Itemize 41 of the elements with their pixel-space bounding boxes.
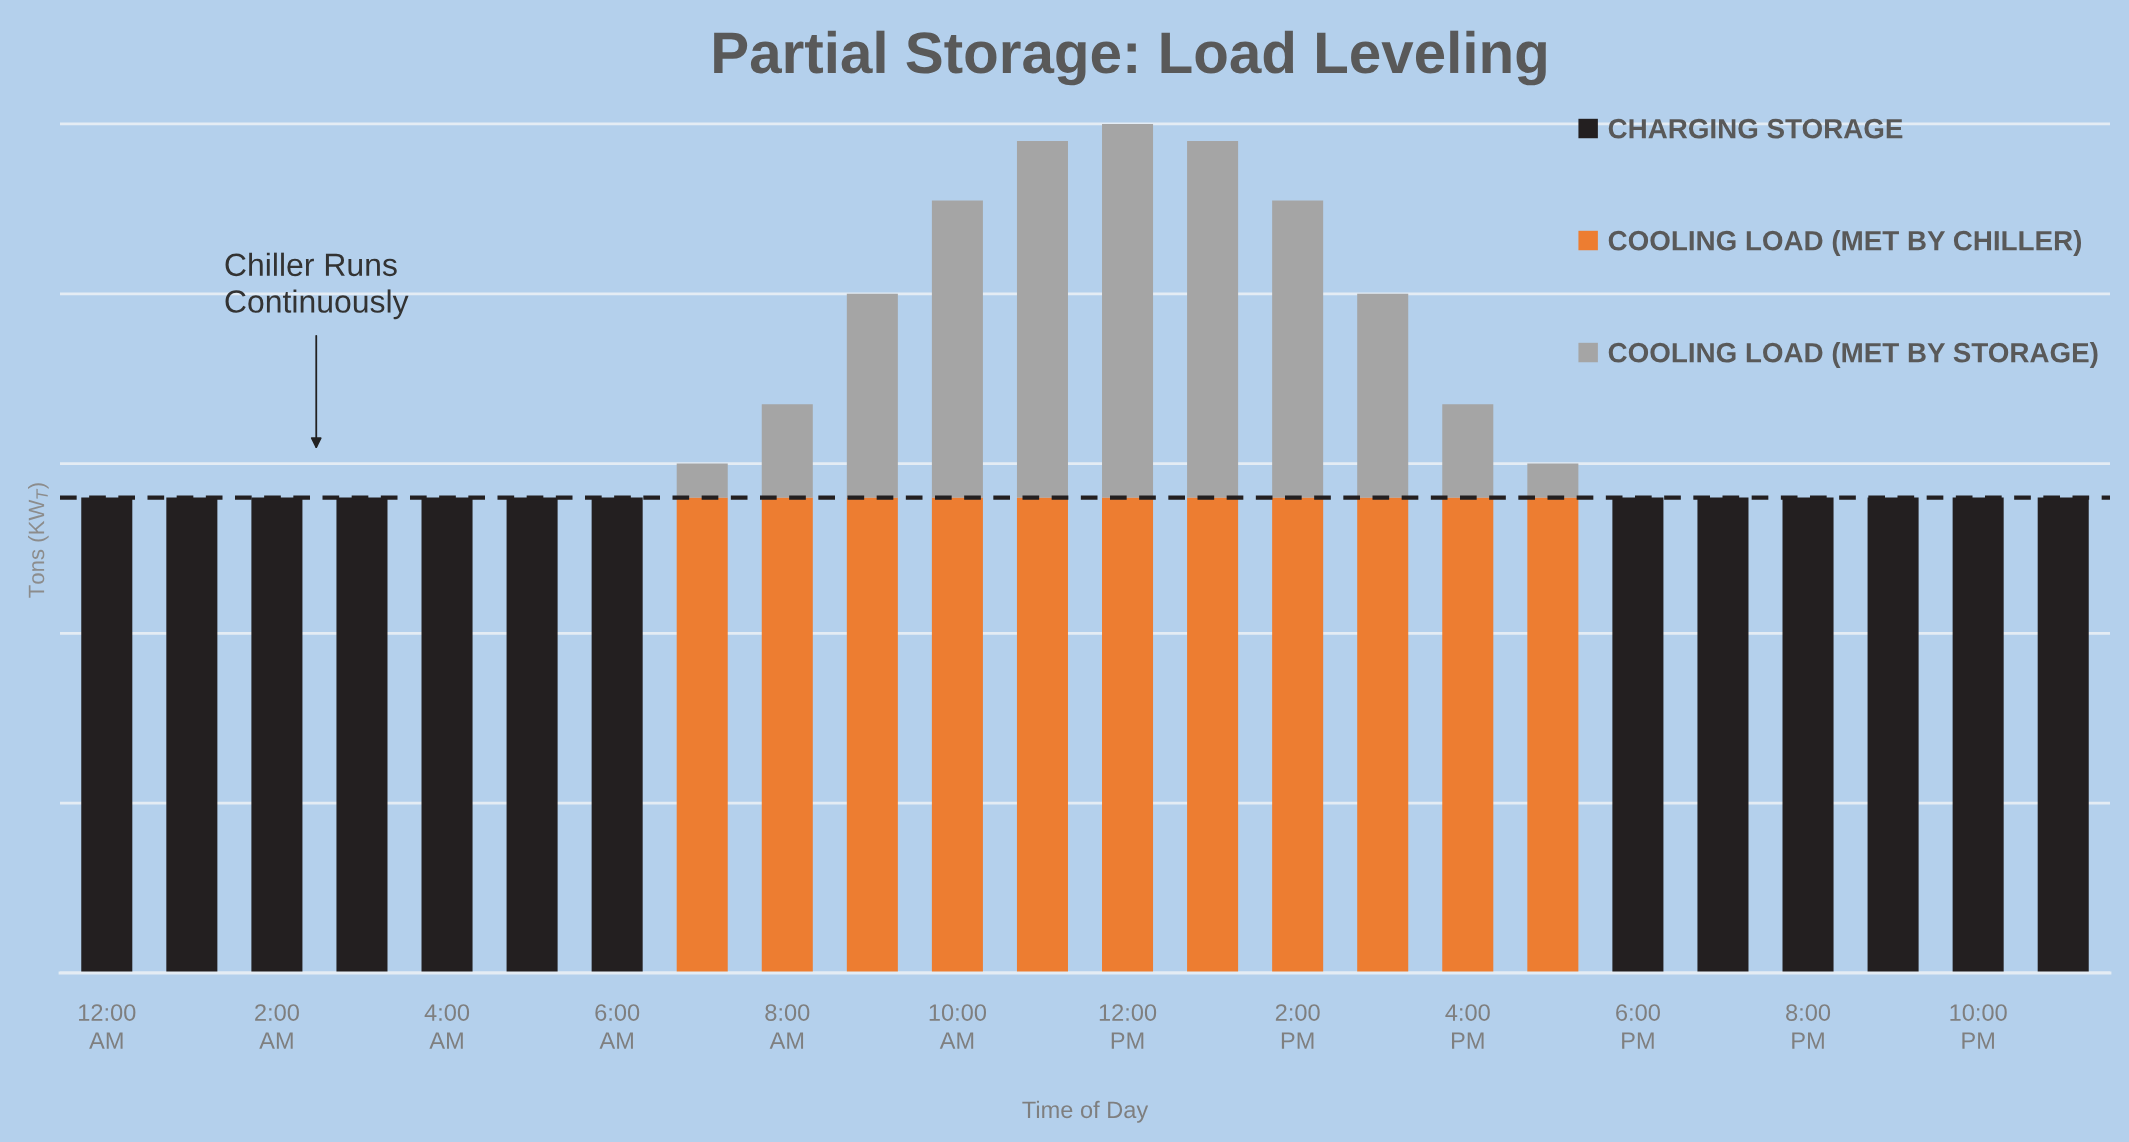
x-tick-label: 12:00 AM — [79, 1004, 136, 1049]
x-tick-label: 10:00 PM — [1950, 1004, 2007, 1049]
x-tick-label: 8:00 AM — [765, 1004, 810, 1049]
bar — [1187, 497, 1239, 973]
bar — [1442, 497, 1494, 973]
bar — [846, 293, 898, 498]
x-tick-label: 6:00 AM — [595, 1004, 640, 1049]
chart-title: Partial Storage: Load Leveling — [714, 30, 1546, 86]
x-tick-label: 8:00 PM — [1786, 1004, 1831, 1049]
bar — [676, 497, 728, 973]
bar — [1187, 140, 1239, 498]
bar — [1527, 463, 1579, 498]
bar — [1272, 200, 1324, 498]
bar — [1102, 123, 1154, 498]
bar — [1016, 140, 1068, 498]
bar — [931, 497, 983, 973]
x-tick-label: 4:00 AM — [424, 1004, 470, 1049]
x-tick-label: 2:00 AM — [255, 1004, 299, 1049]
x-tick-label: 10:00 AM — [929, 1004, 987, 1049]
bar — [1016, 497, 1068, 973]
bar — [1527, 497, 1579, 973]
legend-label: COOLING LOAD (MET BY STORAGE) — [1608, 342, 2098, 369]
bar — [1357, 293, 1409, 498]
bar — [1357, 497, 1409, 973]
bar — [1272, 497, 1324, 973]
bar — [1442, 404, 1494, 498]
bar — [1102, 497, 1154, 973]
x-tick-label: 2:00 PM — [1275, 1004, 1320, 1049]
x-tick-label: 4:00 PM — [1445, 1004, 1490, 1049]
bar — [931, 200, 983, 498]
x-axis-title: Time of Day — [1022, 1100, 1149, 1123]
y-axis-title: Tons (KW$_{T}$) — [28, 483, 49, 598]
legend-label: COOLING LOAD (MET BY CHILLER) — [1608, 230, 2082, 257]
bar — [846, 497, 898, 973]
annotation: Chiller Runs Continuously — [225, 252, 409, 320]
legend-label: CHARGING STORAGE — [1608, 118, 1903, 139]
bar — [761, 497, 813, 973]
x-tick-label: 12:00 PM — [1099, 1004, 1157, 1049]
bar — [676, 463, 728, 498]
x-tick-label: 6:00 PM — [1616, 1004, 1660, 1049]
bar — [761, 404, 813, 498]
